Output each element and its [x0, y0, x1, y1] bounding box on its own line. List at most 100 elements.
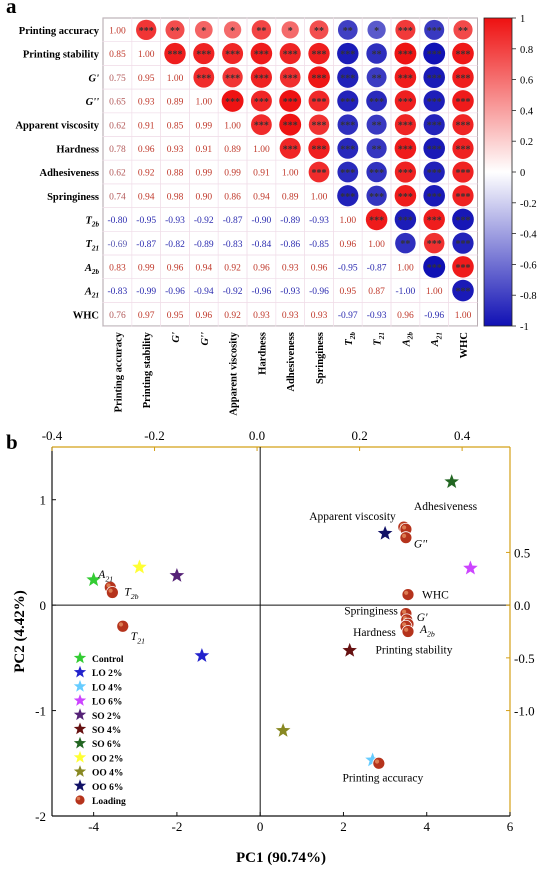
corr-value: 0.74 [109, 192, 126, 202]
corr-value: 0.96 [339, 240, 356, 250]
corr-value: -0.93 [309, 216, 329, 226]
corr-circle [193, 42, 215, 65]
corr-circle [395, 232, 416, 254]
corr-value: 1.00 [224, 121, 241, 131]
significance-stars: *** [456, 97, 471, 108]
column-label-main: G' [171, 332, 182, 343]
significance-stars: ** [256, 26, 266, 37]
y-axis-title: PC2 (4.42%) [12, 590, 28, 673]
loading-label: Adhesiveness [414, 501, 478, 513]
significance-stars: *** [340, 97, 355, 108]
row-label-main: Apparent viscosity [15, 121, 99, 132]
top-tick-label: 0.2 [351, 428, 367, 443]
corr-circle [337, 185, 359, 207]
corr-value: 0.93 [282, 311, 299, 321]
corr-value: 0.85 [167, 121, 184, 131]
row-label: A2b [84, 263, 100, 276]
significance-stars: *** [427, 263, 442, 274]
corr-value: 0.89 [224, 145, 241, 155]
row-label-sub: 21 [91, 244, 99, 252]
loading-label: Apparent viscosity [309, 511, 396, 523]
corr-value: 0.85 [109, 50, 126, 60]
row-label: T21 [85, 239, 99, 252]
corr-value: 1.00 [455, 311, 472, 321]
right-tick-label: -0.5 [514, 651, 535, 666]
column-label: Springiness [315, 332, 326, 384]
column-label-sub: 21 [378, 332, 386, 340]
y-tick-label: -1 [35, 704, 46, 719]
legend-label: LO 6% [92, 698, 122, 708]
corr-circle [452, 66, 474, 88]
significance-stars: *** [427, 215, 442, 226]
significance-stars: ** [372, 144, 382, 155]
legend-label: SO 2% [92, 712, 121, 722]
loading-label-main: G' [417, 612, 428, 624]
top-tick-label: -0.4 [42, 428, 63, 443]
loading-label-main: WHC [422, 590, 449, 602]
corr-circle [423, 114, 445, 136]
corr-circle [250, 66, 273, 88]
corr-circle [193, 66, 215, 88]
loading-marker [399, 531, 413, 545]
corr-value: -0.80 [108, 216, 128, 226]
legend-star-icon [73, 708, 87, 721]
legend-star-icon [73, 665, 87, 678]
corr-value: 0.94 [138, 192, 155, 202]
corr-circle [423, 184, 445, 207]
row-label-main: A [84, 287, 92, 298]
significance-stars: *** [427, 192, 442, 203]
row-label: Adhesiveness [39, 168, 99, 179]
significance-stars: *** [456, 73, 471, 84]
sample-marker [130, 557, 149, 575]
corr-value: 0.86 [224, 192, 241, 202]
significance-stars: *** [283, 97, 298, 108]
column-label: Printing accuracy [113, 331, 124, 412]
significance-stars: *** [369, 168, 384, 179]
loading-label-sub: 21 [105, 575, 113, 584]
corr-circle [308, 114, 330, 135]
row-label-main: Printing accuracy [19, 26, 100, 37]
corr-value: -0.87 [223, 216, 243, 226]
row-label-main: G' [89, 73, 100, 84]
corr-circle [164, 42, 186, 65]
corr-circle [366, 67, 387, 88]
corr-circle [394, 184, 417, 207]
corr-circle [366, 185, 387, 206]
corr-value: 1.00 [339, 216, 356, 226]
significance-stars: *** [312, 121, 327, 132]
column-label-main: Apparent viscosity [229, 331, 240, 415]
significance-stars: ** [372, 73, 382, 84]
significance-stars: *** [427, 144, 442, 155]
significance-stars: ** [170, 26, 180, 37]
corr-circle [367, 20, 386, 39]
loading-label: Printing accuracy [342, 772, 423, 784]
corr-value: -0.93 [280, 287, 300, 297]
corr-value: 0.87 [368, 287, 385, 297]
corr-value: -0.96 [165, 287, 185, 297]
loading-marker-highlight [118, 622, 124, 627]
corr-circle [452, 279, 474, 302]
significance-stars: *** [456, 239, 471, 250]
significance-stars: *** [168, 50, 183, 61]
corr-circle [221, 90, 244, 112]
loading-marker-highlight [402, 525, 407, 530]
sample-marker [461, 558, 480, 576]
significance-stars: * [230, 26, 235, 37]
corr-value: -0.85 [309, 240, 329, 250]
significance-stars: *** [398, 144, 413, 155]
significance-stars: *** [369, 192, 384, 203]
significance-stars: ** [400, 239, 410, 250]
corr-circle [423, 66, 445, 89]
significance-stars: *** [225, 73, 240, 84]
corr-circle [366, 114, 387, 135]
significance-stars: *** [427, 97, 442, 108]
corr-circle [337, 42, 359, 65]
x-tick-label: -2 [171, 819, 182, 834]
column-label-sub: 2b [407, 332, 415, 341]
loading-label: Hardness [353, 627, 396, 639]
row-label: Hardness [56, 144, 99, 155]
corr-value: 1.00 [282, 169, 299, 179]
sample-marker [274, 721, 293, 739]
corr-circle [423, 232, 445, 254]
corr-circle [308, 137, 330, 160]
